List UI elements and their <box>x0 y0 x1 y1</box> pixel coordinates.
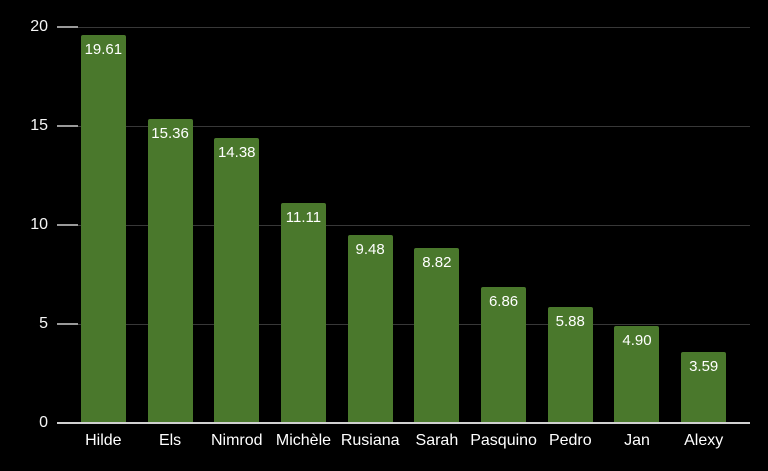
gridlines <box>57 26 750 423</box>
y-tick-mark <box>57 323 78 325</box>
bar-slot: 14.38 <box>203 27 270 423</box>
bar-slot: 5.88 <box>537 27 604 423</box>
category-label: Sarah <box>415 432 459 449</box>
category-label: Pedro <box>548 432 592 449</box>
bar-hilde: 19.61 <box>80 34 126 423</box>
bar-nimrod: 14.38 <box>214 138 260 423</box>
gridline <box>57 27 750 28</box>
bar-pedro: 5.88 <box>547 306 593 423</box>
category-label: Michèle <box>275 432 332 449</box>
y-tick-mark <box>57 125 78 127</box>
bar-slot: 8.82 <box>404 27 471 423</box>
x-axis-line <box>57 422 750 424</box>
bar-jan: 4.90 <box>614 325 660 423</box>
bar-value-label: 11.11 <box>285 209 322 227</box>
bar-value-label: 4.90 <box>622 331 652 349</box>
y-tick-mark <box>57 26 78 28</box>
category-label: Pasquino <box>470 432 537 449</box>
bar-slot: 3.59 <box>670 27 737 423</box>
y-axis: 0 5 10 15 20 <box>0 18 48 431</box>
y-tick-mark <box>57 224 78 226</box>
bar-value-label: 14.38 <box>217 144 256 162</box>
category-label: Jan <box>624 432 650 449</box>
gridline <box>57 324 750 325</box>
y-tick-label: 0 <box>39 414 48 431</box>
bar-value-label: 8.82 <box>422 254 452 272</box>
y-tick-label: 10 <box>30 216 48 233</box>
gridline <box>57 126 750 127</box>
x-axis-labels: Hilde Els Nimrod Michèle Rusiana Sarah Pasquin… <box>70 432 737 450</box>
plot-area: 19.61 15.36 14.38 11.11 9.48 8.82 6.86 5.88 4.90… <box>57 26 750 424</box>
bars: 19.61 15.36 14.38 11.11 9.48 8.82 6.86 5.88 4.90… <box>70 27 737 423</box>
y-tick-label: 5 <box>39 315 48 332</box>
bar-value-label: 15.36 <box>151 124 189 142</box>
bar-slot: 9.48 <box>337 27 404 423</box>
bar-pasquino: 6.86 <box>481 287 527 423</box>
category-label: Nimrod <box>210 432 263 449</box>
y-tick-label: 20 <box>30 18 48 35</box>
bar-value-label: 3.59 <box>689 357 719 375</box>
bar-els: 15.36 <box>147 118 193 423</box>
x-axis: Hilde Els Nimrod Michèle Rusiana Sarah Pasquin… <box>57 432 750 450</box>
gridline <box>57 225 750 226</box>
bar-value-label: 9.48 <box>355 241 385 259</box>
bar-sarah: 8.82 <box>414 248 460 423</box>
bar-slot: 15.36 <box>137 27 204 423</box>
bar-slot: 6.86 <box>470 27 537 423</box>
bar-slot: 11.11 <box>270 27 337 423</box>
bar-slot: 19.61 <box>70 27 137 423</box>
category-label: Alexy <box>684 432 724 449</box>
y-tick-label: 15 <box>30 117 48 134</box>
bar-value-label: 6.86 <box>488 293 519 311</box>
category-label: Hilde <box>85 432 122 449</box>
bar-rusiana: 9.48 <box>347 235 393 423</box>
bar-value-label: 5.88 <box>555 312 585 330</box>
category-label: Rusiana <box>340 432 400 449</box>
bar-value-label: 19.61 <box>84 40 123 58</box>
bar-slot: 4.90 <box>604 27 671 423</box>
bar-alexy: 3.59 <box>681 351 727 423</box>
bar-michèle: 11.11 <box>280 203 326 423</box>
category-label: Els <box>158 432 182 449</box>
